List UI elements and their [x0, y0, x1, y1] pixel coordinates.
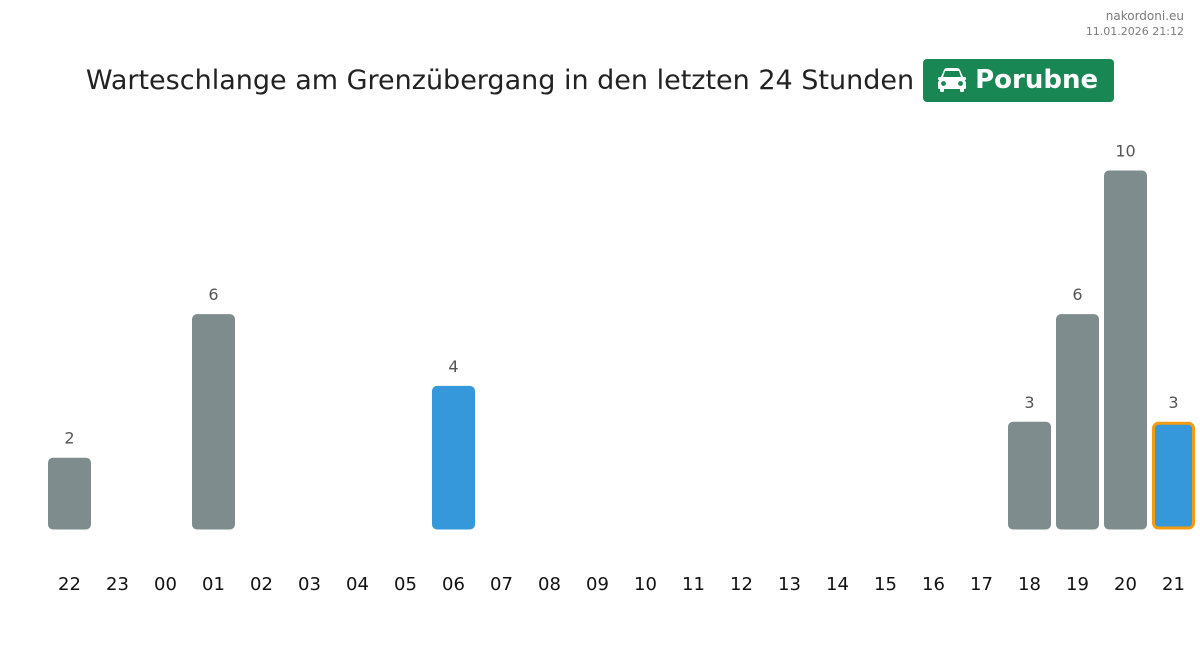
value-label-19: 6 [1072, 285, 1082, 304]
brand-info: nakordoni.eu 11.01.2026 21:12 [1086, 9, 1184, 40]
bar-20 [1104, 170, 1147, 530]
chart-title: Warteschlange am Grenzübergang in den le… [85, 64, 915, 96]
x-tick-label: 08 [538, 574, 561, 595]
bar-19 [1056, 314, 1099, 530]
x-tick-label: 13 [778, 574, 801, 595]
badge-label: Porubne [975, 65, 1099, 95]
car-icon [938, 68, 967, 92]
value-label-01: 6 [208, 285, 218, 304]
crossing-badge: Porubne [923, 58, 1115, 102]
site-name: nakordoni.eu [1105, 9, 1184, 23]
x-tick-label: 19 [1066, 574, 1089, 595]
x-tick-label: 10 [634, 574, 657, 595]
x-tick-label: 11 [682, 574, 705, 595]
x-tick-label: 04 [346, 574, 369, 595]
x-tick-label: 07 [490, 574, 513, 595]
x-tick-label: 03 [298, 574, 321, 595]
bar-06 [432, 385, 475, 530]
value-label-06: 4 [448, 357, 458, 376]
value-label-20: 10 [1115, 142, 1135, 161]
x-tick-label: 15 [874, 574, 897, 595]
x-tick-label: 14 [826, 574, 849, 595]
x-tick-label: 00 [154, 574, 177, 595]
value-label-22: 2 [64, 429, 74, 448]
x-tick-label: 12 [730, 574, 753, 595]
timestamp: 11.01.2026 21:12 [1085, 25, 1184, 38]
bar-21 [1152, 421, 1195, 530]
x-tick-label: 20 [1114, 574, 1137, 595]
x-tick-label: 22 [58, 574, 81, 595]
x-tick-label: 05 [394, 574, 417, 595]
x-tick-label: 18 [1018, 574, 1041, 595]
x-tick-label: 09 [586, 574, 609, 595]
x-tick-label: 01 [202, 574, 225, 595]
bar-18 [1008, 421, 1051, 530]
x-tick-label: 06 [442, 574, 465, 595]
bar-22 [48, 457, 91, 530]
x-tick-label: 21 [1162, 574, 1185, 595]
value-label-18: 3 [1024, 393, 1034, 412]
x-tick-label: 23 [106, 574, 129, 595]
value-label-21: 3 [1168, 393, 1178, 412]
header: Warteschlange am Grenzübergang in den le… [0, 58, 1200, 102]
x-tick-label: 02 [250, 574, 273, 595]
bar-01 [192, 314, 235, 530]
x-tick-label: 16 [922, 574, 945, 595]
x-tick-label: 17 [970, 574, 993, 595]
